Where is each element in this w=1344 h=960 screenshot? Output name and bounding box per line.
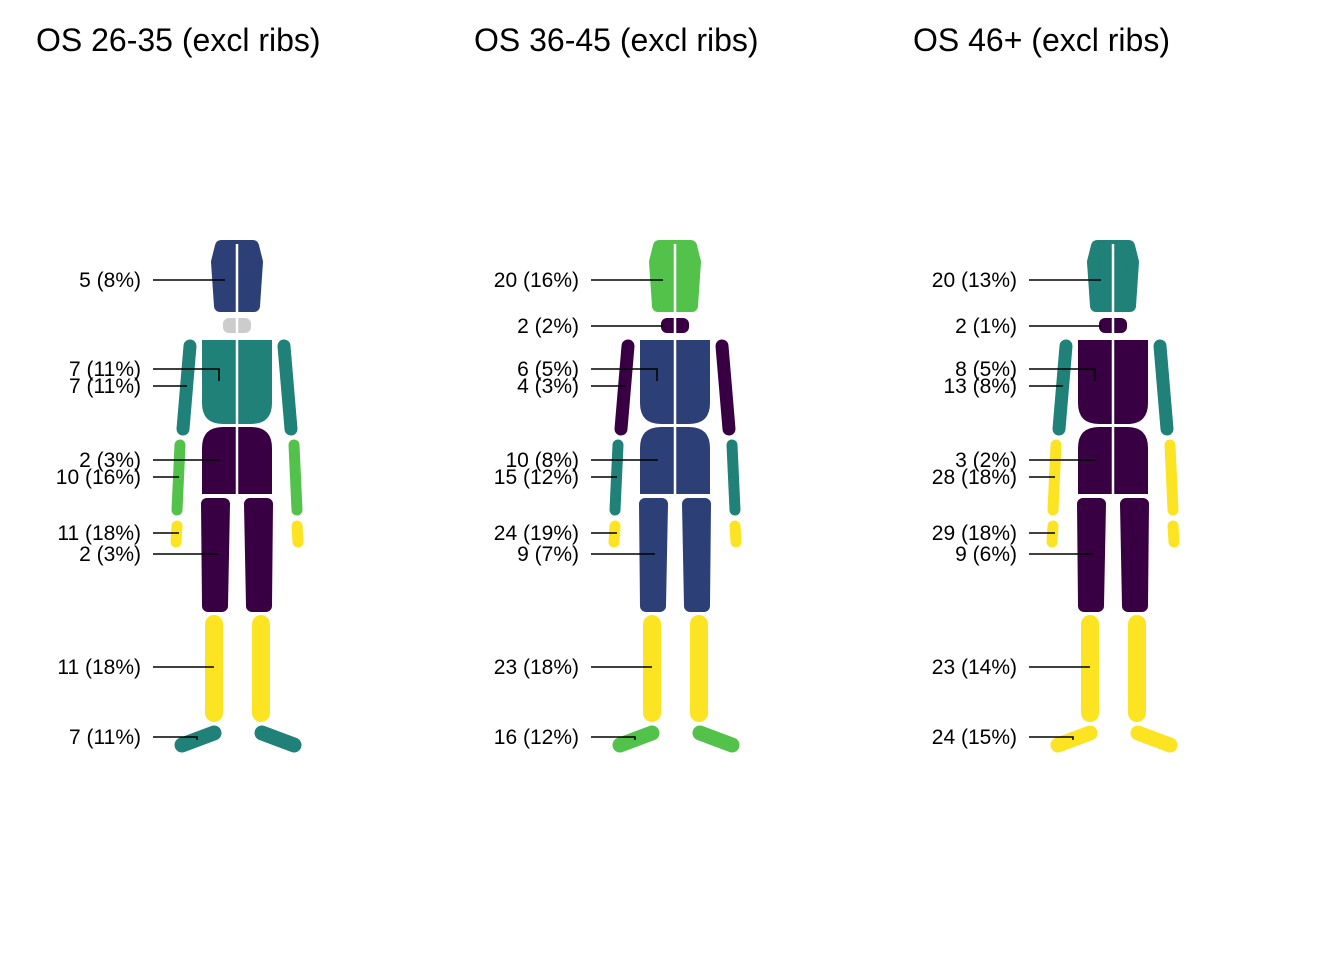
hand-left <box>291 520 304 548</box>
hand-right <box>1046 520 1059 548</box>
panel-title-2: OS 36-45 (excl ribs) <box>474 22 759 58</box>
foot-label-leader <box>591 736 636 740</box>
forearm-left <box>726 439 741 516</box>
abdomen-label: 2 (3%) <box>79 449 141 472</box>
foot-label: 24 (15%) <box>932 726 1017 749</box>
neck-label: 2 (2%) <box>517 315 579 338</box>
foot-left <box>254 725 302 753</box>
foot-label-leader <box>1029 736 1074 740</box>
hand-right <box>608 520 621 548</box>
upper-arm-left <box>715 339 736 436</box>
thigh-right <box>201 498 230 612</box>
foot-label: 16 (12%) <box>494 726 579 749</box>
thigh-right <box>639 498 668 612</box>
foot-left <box>692 725 740 753</box>
chest-label-leader <box>591 368 658 381</box>
hand-label: 11 (18%) <box>57 522 141 545</box>
foot-left <box>1130 725 1178 753</box>
neck-label: 2 (1%) <box>955 315 1017 338</box>
thigh-label: 9 (6%) <box>955 543 1017 566</box>
head-label: 20 (13%) <box>932 269 1017 292</box>
chest-label-leader <box>1029 368 1096 381</box>
upper-arm-left <box>1153 339 1174 436</box>
shin-label: 23 (18%) <box>494 656 579 679</box>
foot-right <box>612 725 660 753</box>
foot-right <box>174 725 222 753</box>
foot-right <box>1050 725 1098 753</box>
body-panel-3: 20 (13%) 2 (1%) 8 (5%)13 (8%) 3 (2%)28 (18%… <box>932 240 1180 753</box>
forearm-label: 10 (16%) <box>56 466 141 489</box>
thigh-right <box>1077 498 1106 612</box>
thigh-left <box>244 498 273 612</box>
chest-label: 7 (11%) <box>69 358 141 381</box>
forearm-left <box>1164 439 1179 516</box>
hand-left <box>1167 520 1180 548</box>
hand-label: 29 (18%) <box>932 522 1017 545</box>
abdomen-label: 3 (2%) <box>955 449 1017 472</box>
thigh-label: 2 (3%) <box>79 543 141 566</box>
forearm-label: 28 (18%) <box>932 466 1017 489</box>
upper-arm-left <box>277 339 298 436</box>
shin-label: 23 (14%) <box>932 656 1017 679</box>
body-panel-2: 20 (16%) 2 (2%) 6 (5%)4 (3%) 10 (8%)15 (12%… <box>494 240 742 753</box>
foot-label-leader <box>153 736 198 740</box>
head-label: 5 (8%) <box>79 269 141 292</box>
body-panel-1: 5 (8%)7 (11%)7 (11%)2 (3%)10 (16%)11 (18… <box>56 240 304 753</box>
thigh-left <box>1120 498 1149 612</box>
chest-label: 6 (5%) <box>517 358 579 381</box>
foot-label: 7 (11%) <box>69 726 141 749</box>
upper-arm-right <box>614 339 635 436</box>
upper-arm-right <box>1052 339 1073 436</box>
thigh-left <box>682 498 711 612</box>
forearm-label: 15 (12%) <box>494 466 579 489</box>
head-label: 20 (16%) <box>494 269 579 292</box>
panel-title-3: OS 46+ (excl ribs) <box>913 22 1170 58</box>
hand-left <box>729 520 742 548</box>
chest-label: 8 (5%) <box>955 358 1017 381</box>
abdomen-label: 10 (8%) <box>505 449 579 472</box>
upper-arm-label: 7 (11%) <box>69 375 141 398</box>
upper-arm-label: 4 (3%) <box>517 375 579 398</box>
hand-right <box>170 520 183 548</box>
shin-label: 11 (18%) <box>57 656 141 679</box>
chest-label-leader <box>153 368 220 381</box>
forearm-left <box>288 439 303 516</box>
upper-arm-label: 13 (8%) <box>943 375 1017 398</box>
thigh-label: 9 (7%) <box>517 543 579 566</box>
hand-label: 24 (19%) <box>494 522 579 545</box>
panel-title-1: OS 26-35 (excl ribs) <box>36 22 321 58</box>
upper-arm-right <box>176 339 197 436</box>
